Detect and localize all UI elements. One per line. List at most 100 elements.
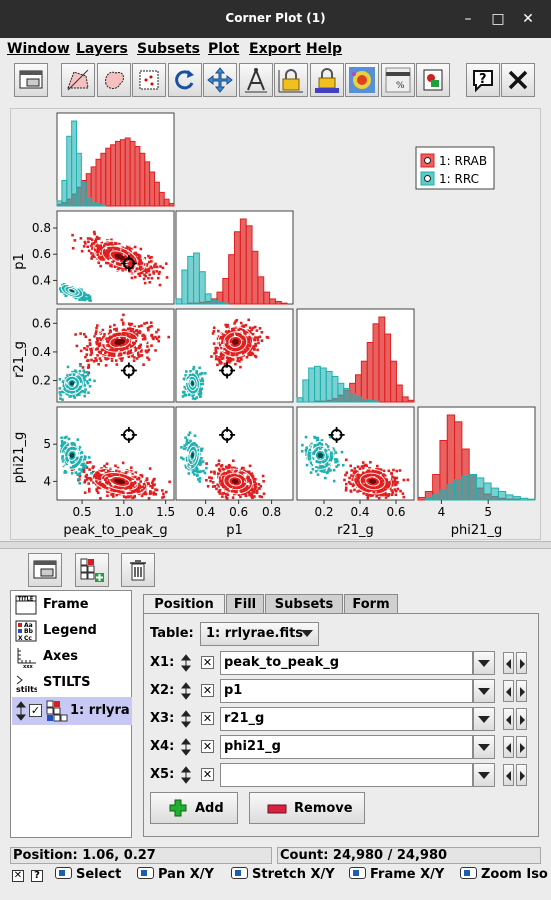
histogram-bar — [337, 382, 345, 403]
export-image-button[interactable] — [416, 63, 450, 97]
menu-plot[interactable]: Plot — [208, 41, 240, 57]
hints-close-icon[interactable]: ✕ — [12, 870, 24, 882]
remove-button[interactable]: Remove — [249, 792, 365, 824]
data-point — [254, 344, 257, 348]
table-select[interactable]: 1: rrlyrae.fits — [200, 622, 319, 646]
svg-text:xxx: xxx — [23, 664, 33, 668]
data-point — [83, 378, 86, 382]
next-column-button[interactable] — [516, 708, 527, 730]
coord-dropdown-button[interactable] — [473, 735, 495, 759]
next-column-button[interactable] — [516, 652, 527, 674]
data-point — [129, 492, 133, 495]
draw-blob-button[interactable] — [97, 63, 131, 97]
reorder-arrows-icon[interactable] — [180, 682, 192, 700]
data-point — [195, 453, 198, 457]
new-window-button[interactable] — [14, 63, 48, 97]
close-button[interactable] — [501, 63, 535, 97]
data-point — [98, 245, 102, 249]
clear-field-checkbox[interactable]: ✕ — [201, 684, 214, 697]
coord-input[interactable]: p1 — [220, 679, 473, 703]
geometry-button[interactable] — [239, 63, 273, 97]
data-point — [99, 258, 102, 261]
shade-lock-button[interactable] — [310, 63, 344, 97]
reorder-arrows-icon[interactable] — [15, 701, 27, 721]
navigate-button[interactable] — [203, 63, 237, 97]
prev-column-button[interactable] — [503, 652, 514, 674]
menu-help[interactable]: Help — [306, 41, 343, 57]
maximize-icon[interactable]: □ — [491, 11, 505, 27]
data-point — [218, 359, 221, 363]
split-divider[interactable] — [0, 541, 551, 549]
data-point — [129, 494, 133, 497]
coord-input[interactable]: r21_g — [220, 707, 473, 731]
data-point — [127, 338, 130, 342]
plot-panel[interactable]: 0.4 0.6 0.8 p1 0.2 0.4 0.6 r21_g 0.5 1.0 1.5 peak_t… — [10, 108, 541, 540]
progress-button[interactable]: % — [381, 63, 415, 97]
reorder-arrows-icon[interactable] — [180, 654, 192, 672]
data-point — [383, 473, 387, 477]
frame-control-button[interactable] — [28, 553, 62, 587]
data-point — [101, 328, 105, 332]
density-core — [191, 381, 194, 386]
menu-layers[interactable]: Layers — [76, 41, 128, 57]
coord-dropdown-button[interactable] — [473, 763, 495, 787]
replot-button[interactable] — [168, 63, 202, 97]
reorder-arrows-icon[interactable] — [180, 766, 192, 784]
tab-fill[interactable]: Fill — [226, 594, 264, 614]
density-button[interactable] — [345, 63, 379, 97]
tab-form[interactable]: Form — [344, 594, 398, 614]
coord-dropdown-button[interactable] — [473, 707, 495, 731]
prev-column-button[interactable] — [503, 680, 514, 702]
clear-field-checkbox[interactable]: ✕ — [201, 740, 214, 753]
tab-position[interactable]: Position — [143, 594, 225, 615]
prev-column-button[interactable] — [503, 736, 514, 758]
histogram-bar — [154, 181, 160, 207]
subset-visible-button[interactable] — [132, 63, 166, 97]
clear-field-checkbox[interactable]: ✕ — [201, 712, 214, 725]
coord-dropdown-button[interactable] — [473, 679, 495, 703]
help-button[interactable]: ? — [466, 63, 500, 97]
data-point — [154, 335, 157, 339]
draw-polygon-button[interactable] — [61, 63, 95, 97]
layer-visible-checkbox[interactable]: ✓ — [29, 704, 42, 717]
window-close-icon[interactable]: ✕ — [522, 11, 534, 27]
tab-subsets[interactable]: Subsets — [265, 594, 343, 614]
data-point — [330, 459, 334, 462]
clear-field-checkbox[interactable]: ✕ — [201, 768, 214, 781]
next-column-button[interactable] — [516, 736, 527, 758]
prev-column-button[interactable] — [503, 764, 514, 786]
clear-field-checkbox[interactable]: ✕ — [201, 656, 214, 669]
add-corner-layer-button[interactable] — [75, 553, 109, 587]
data-point — [136, 488, 139, 491]
delete-layer-button[interactable] — [121, 553, 155, 587]
menu-export[interactable]: Export — [249, 41, 301, 57]
next-column-button[interactable] — [516, 680, 527, 702]
menu-subsets[interactable]: Subsets — [137, 41, 200, 57]
data-point — [184, 458, 188, 461]
add-button[interactable]: Add — [150, 792, 238, 824]
reorder-arrows-icon[interactable] — [180, 738, 192, 756]
coord-dropdown-button[interactable] — [473, 651, 495, 675]
data-point — [125, 476, 128, 480]
prev-column-button[interactable] — [503, 708, 514, 730]
data-point — [121, 461, 125, 465]
data-point — [149, 484, 152, 488]
layer-item-corner[interactable]: ✓ 1: rrlyra — [12, 697, 132, 725]
coord-input[interactable]: peak_to_peak_g — [220, 651, 473, 675]
histogram-bar — [85, 197, 92, 207]
minimize-icon[interactable]: – — [464, 11, 472, 27]
data-point — [228, 471, 232, 475]
data-point — [83, 479, 87, 482]
data-point — [334, 458, 337, 461]
coord-input[interactable] — [220, 763, 473, 787]
next-column-button[interactable] — [516, 764, 527, 786]
reorder-arrows-icon[interactable] — [180, 710, 192, 728]
coord-input[interactable]: phi21_g — [220, 735, 473, 759]
data-point — [89, 343, 92, 346]
data-point — [245, 346, 249, 349]
data-point — [152, 337, 155, 341]
hints-help-icon[interactable]: ? — [31, 867, 43, 882]
menu-window[interactable]: Window — [7, 41, 70, 57]
axis-lock-button[interactable] — [274, 63, 308, 97]
